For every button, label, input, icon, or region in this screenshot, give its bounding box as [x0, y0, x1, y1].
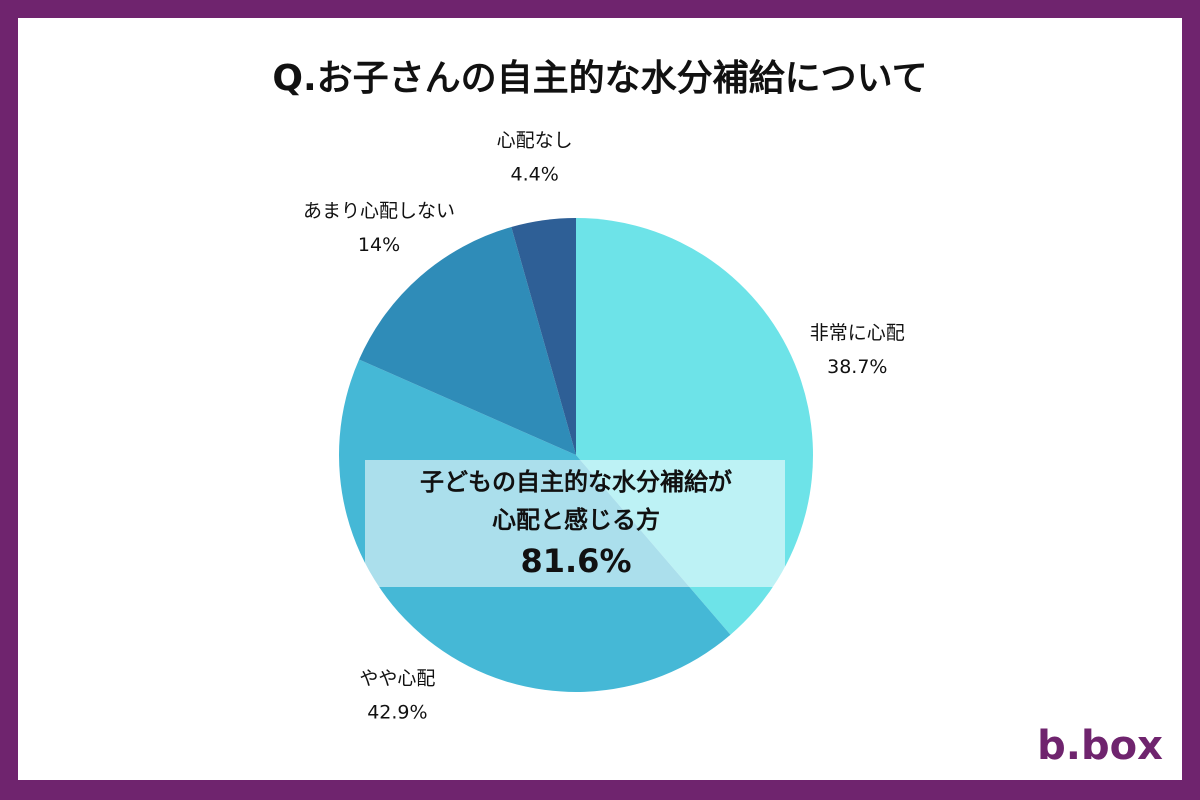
callout-box [365, 460, 785, 587]
value-label: 4.4% [511, 163, 559, 185]
slice-label: やや心配 [359, 668, 435, 690]
pie-slice [359, 226, 576, 455]
value-label: 38.7% [827, 356, 887, 378]
value-label: 42.9% [367, 702, 427, 724]
pie-slice [511, 218, 576, 455]
brand-logo: b.box [1037, 723, 1163, 769]
chart-title: Q.お子さんの自主的な水分補給について [272, 58, 927, 99]
slice-label: 心配なし [497, 129, 573, 151]
value-label: 14% [358, 234, 400, 256]
callout-value: 81.6% [520, 542, 631, 580]
slice-label: 非常に心配 [810, 322, 905, 344]
callout-text: 子どもの自主的な水分補給が [420, 468, 732, 496]
callout-text: 心配と感じる方 [492, 506, 660, 534]
slice-label: あまり心配しない [303, 200, 455, 222]
